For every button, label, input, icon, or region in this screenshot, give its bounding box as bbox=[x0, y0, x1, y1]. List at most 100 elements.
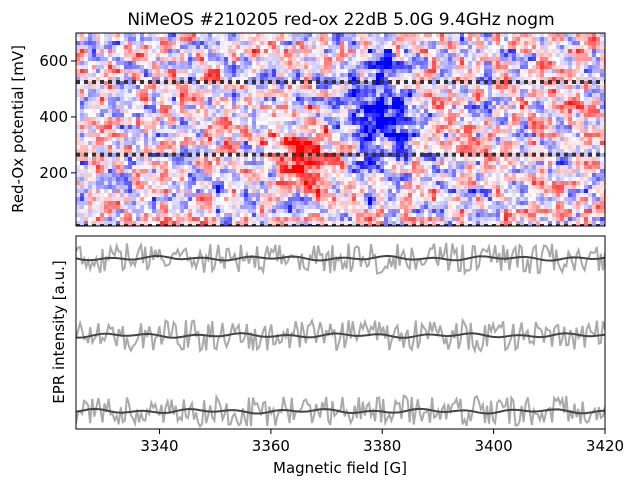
heatmap-cell bbox=[484, 173, 489, 178]
heatmap-cell bbox=[224, 153, 229, 158]
heatmap-cell bbox=[320, 133, 325, 138]
heatmap-cell bbox=[356, 181, 361, 186]
heatmap-cell bbox=[584, 169, 589, 174]
heatmap-cell bbox=[136, 97, 141, 102]
heatmap-cell bbox=[396, 141, 401, 146]
heatmap-cell bbox=[344, 37, 349, 42]
heatmap-cell bbox=[192, 81, 197, 86]
heatmap-cell bbox=[304, 97, 309, 102]
heatmap-cell bbox=[268, 93, 273, 98]
heatmap-cell bbox=[264, 53, 269, 58]
heatmap-cell bbox=[380, 141, 385, 146]
heatmap-cell bbox=[140, 61, 145, 66]
heatmap-cell bbox=[424, 105, 429, 110]
heatmap-cell bbox=[112, 65, 117, 70]
heatmap-cell bbox=[224, 141, 229, 146]
heatmap-cell bbox=[332, 41, 337, 46]
heatmap-cell bbox=[564, 53, 569, 58]
heatmap-cell bbox=[504, 89, 509, 94]
heatmap-cell bbox=[420, 37, 425, 42]
heatmap-cell bbox=[596, 129, 601, 134]
heatmap-cell bbox=[152, 125, 157, 130]
heatmap-cell bbox=[200, 141, 205, 146]
heatmap-cell bbox=[444, 121, 449, 126]
heatmap-cell bbox=[188, 73, 193, 78]
heatmap-cell bbox=[128, 89, 133, 94]
heatmap-cell bbox=[316, 121, 321, 126]
heatmap-cell bbox=[532, 125, 537, 130]
heatmap-cell bbox=[220, 77, 225, 82]
heatmap-cell bbox=[512, 69, 517, 74]
heatmap-cell bbox=[456, 161, 461, 166]
heatmap-cell bbox=[216, 129, 221, 134]
heatmap-cell bbox=[576, 61, 581, 66]
heatmap-cell bbox=[380, 117, 385, 122]
heatmap-cell bbox=[204, 109, 209, 114]
heatmap-cell bbox=[444, 137, 449, 142]
heatmap-cell bbox=[152, 89, 157, 94]
heatmap-cell bbox=[580, 117, 585, 122]
heatmap-cell bbox=[244, 121, 249, 126]
heatmap-cell bbox=[512, 125, 517, 130]
heatmap-cell bbox=[220, 109, 225, 114]
heatmap-cell bbox=[292, 109, 297, 114]
heatmap-cell bbox=[396, 77, 401, 82]
heatmap-cell bbox=[496, 121, 501, 126]
heatmap-cell bbox=[80, 125, 85, 130]
heatmap-cell bbox=[416, 133, 421, 138]
heatmap-cell bbox=[444, 41, 449, 46]
heatmap-cell bbox=[172, 125, 177, 130]
heatmap-cell bbox=[160, 65, 165, 70]
heatmap-cell bbox=[288, 161, 293, 166]
heatmap-cell bbox=[440, 165, 445, 170]
heatmap-cell bbox=[380, 149, 385, 154]
heatmap-cell bbox=[432, 129, 437, 134]
heatmap-cell bbox=[396, 157, 401, 162]
heatmap-cell bbox=[288, 153, 293, 158]
heatmap-cell bbox=[596, 113, 601, 118]
heatmap-cell bbox=[284, 149, 289, 154]
heatmap-cell bbox=[264, 125, 269, 130]
heatmap-cell bbox=[140, 109, 145, 114]
heatmap-cell bbox=[88, 145, 93, 150]
heatmap-cell bbox=[288, 177, 293, 182]
heatmap-cell bbox=[540, 101, 545, 106]
heatmap-cell bbox=[232, 97, 237, 102]
heatmap-cell bbox=[76, 129, 81, 134]
heatmap-cell bbox=[112, 89, 117, 94]
heatmap-cell bbox=[340, 165, 345, 170]
heatmap-cell bbox=[368, 137, 373, 142]
heatmap-cell bbox=[224, 173, 229, 178]
chart-title: NiMeOS #210205 red-ox 22dB 5.0G 9.4GHz n… bbox=[127, 10, 554, 30]
heatmap-cell bbox=[432, 149, 437, 154]
heatmap-cell bbox=[88, 109, 93, 114]
heatmap-cell bbox=[520, 89, 525, 94]
heatmap-cell bbox=[516, 141, 521, 146]
heatmap-cell bbox=[544, 65, 549, 70]
heatmap-cell bbox=[560, 73, 565, 78]
heatmap-cell bbox=[180, 141, 185, 146]
heatmap-cell bbox=[288, 33, 293, 38]
heatmap-cell bbox=[400, 137, 405, 142]
heatmap-cell bbox=[324, 73, 329, 78]
heatmap-cell bbox=[284, 97, 289, 102]
heatmap-cell bbox=[228, 89, 233, 94]
heatmap-cell bbox=[232, 89, 237, 94]
heatmap-cell bbox=[84, 165, 89, 170]
heatmap-cell bbox=[552, 97, 557, 102]
heatmap-cell bbox=[572, 117, 577, 122]
heatmap-cell bbox=[136, 125, 141, 130]
heatmap-cell bbox=[384, 165, 389, 170]
heatmap-cell bbox=[324, 121, 329, 126]
heatmap-cell bbox=[372, 161, 377, 166]
heatmap-cell bbox=[248, 73, 253, 78]
heatmap-cell bbox=[304, 77, 309, 82]
heatmap-cell bbox=[120, 81, 125, 86]
heatmap-cell bbox=[572, 37, 577, 42]
heatmap-cell bbox=[348, 85, 353, 90]
heatmap-cell bbox=[84, 133, 89, 138]
heatmap-cell bbox=[440, 173, 445, 178]
heatmap-cell bbox=[344, 85, 349, 90]
heatmap-cell bbox=[284, 61, 289, 66]
heatmap-cell bbox=[320, 85, 325, 90]
